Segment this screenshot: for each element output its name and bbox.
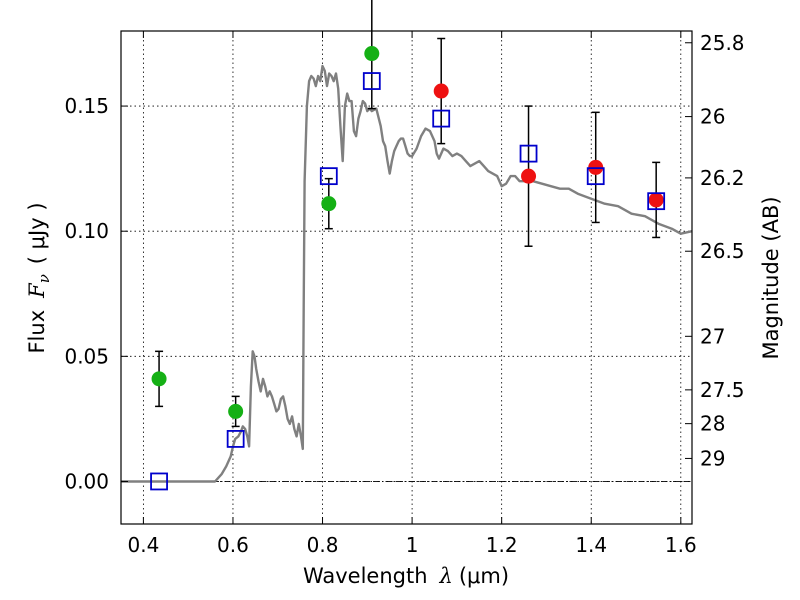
- x-tick-label: 0.6: [217, 533, 249, 557]
- sed-model-line: [121, 64, 693, 483]
- y-tick-label: 0.15: [64, 94, 109, 118]
- red-point: [648, 192, 664, 208]
- green-point: [228, 403, 244, 419]
- x-axis-label-symbol: λ: [439, 564, 453, 588]
- photometry-points: [150, 0, 666, 491]
- y-axis-label-prefix: Flux: [25, 310, 49, 354]
- x-tick-label: 0.8: [307, 533, 339, 557]
- x-axis-label: Wavelength λ (μm): [303, 564, 509, 588]
- grid-lines: [121, 31, 692, 524]
- y2-tick-label: 26.2: [700, 166, 745, 190]
- green-point: [364, 46, 380, 62]
- y-tick-label: 0.00: [64, 469, 109, 493]
- red-point: [521, 168, 537, 184]
- sed-model-curve: [121, 64, 693, 483]
- y2-tick-label: 28: [700, 412, 725, 436]
- y2-tick-label: 25.8: [700, 31, 745, 55]
- y-axis-label-subscript: ν: [35, 274, 53, 283]
- model-box: [432, 109, 451, 128]
- green-point: [321, 196, 337, 212]
- y2-tick-label: 27.5: [700, 378, 745, 402]
- x-tick-label: 1.6: [665, 533, 697, 557]
- plot-frame: [120, 30, 693, 525]
- y2-tick-label: 29: [700, 446, 725, 470]
- y2-tick-label: 26.5: [700, 239, 745, 263]
- y2-tick-label: 27: [700, 324, 725, 348]
- model-box: [586, 167, 605, 186]
- y-axis-label-symbol: F: [25, 282, 49, 299]
- x-axis-label-unit: (μm): [459, 564, 509, 588]
- x-tick-label: 0.4: [127, 533, 159, 557]
- model-box: [319, 167, 338, 186]
- model-box: [226, 430, 245, 448]
- x-tick-label: 1.2: [486, 533, 518, 557]
- y-tick-label: 0.10: [64, 219, 109, 243]
- y-tick-label: 0.05: [64, 344, 109, 368]
- y-axis-label: Flux Fν ( μJy ): [25, 202, 53, 353]
- y-axis-label-unit: ( μJy ): [25, 202, 49, 264]
- x-axis-label-prefix: Wavelength: [303, 564, 428, 588]
- model-box: [647, 192, 666, 211]
- model-box: [362, 72, 381, 90]
- y2-axis-label: Magnitude (AB): [759, 196, 783, 359]
- model-box: [519, 144, 538, 163]
- model-box: [150, 472, 168, 491]
- x-tick-label: 1: [406, 533, 419, 557]
- red-point: [433, 83, 449, 99]
- x-tick-label: 1.4: [575, 533, 607, 557]
- green-point: [151, 371, 167, 387]
- axis-ticks: 0.4 0.6 0.8 1 1.2 1.4 1.6 0.00 0.05 0.10 0.15 25.8 2…: [64, 31, 744, 557]
- y2-tick-label: 26: [700, 105, 725, 129]
